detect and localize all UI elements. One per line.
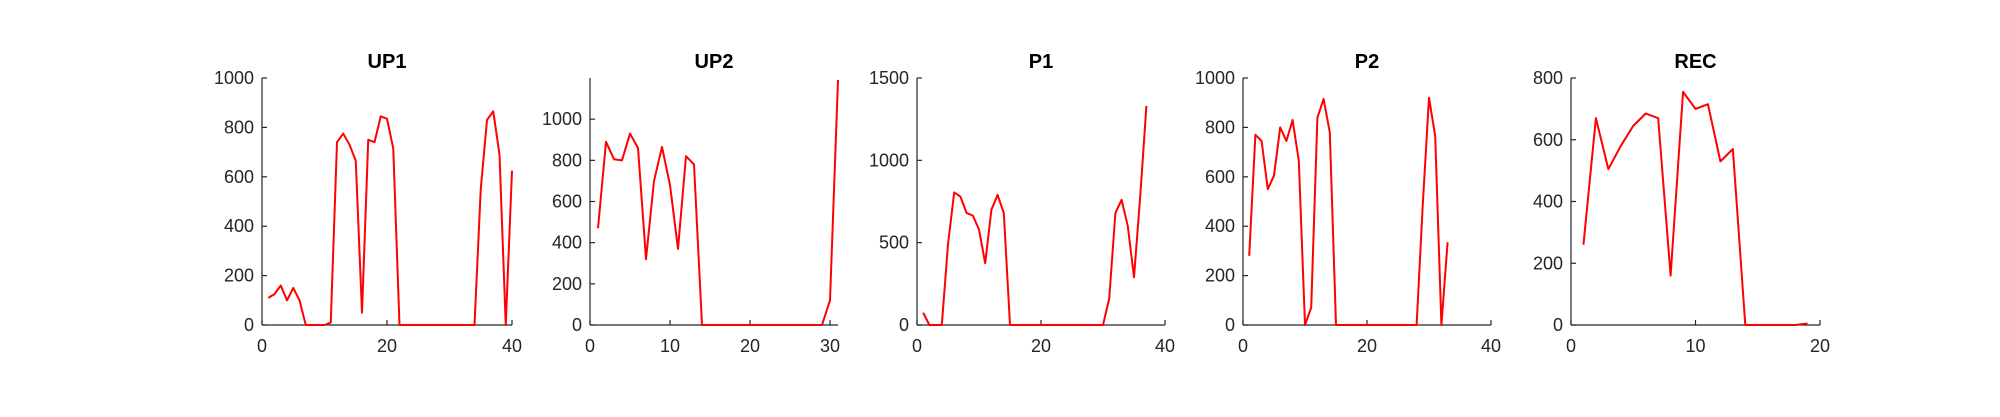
x-tick-label: 20: [1810, 336, 1830, 356]
x-tick-label: 40: [1155, 336, 1175, 356]
y-tick-label: 1000: [542, 109, 582, 129]
y-tick-label: 400: [552, 233, 582, 253]
chart-title: P2: [1355, 51, 1379, 73]
y-tick-label: 800: [1205, 117, 1235, 137]
y-tick-label: 0: [1553, 315, 1563, 335]
y-tick-label: 600: [1533, 130, 1563, 150]
chart-title: UP2: [695, 51, 734, 73]
x-tick-label: 40: [502, 336, 522, 356]
subplot-4: P2 0 200 400 600 800 1000 0 20 40: [1195, 51, 1501, 356]
y-tick-label: 0: [572, 315, 582, 335]
y-tick-label: 800: [224, 117, 254, 137]
y-tick-label: 200: [1205, 266, 1235, 286]
chart-title: P1: [1029, 51, 1053, 73]
series-line-rec: [1582, 90, 1808, 326]
y-tick-label: 1000: [869, 150, 909, 170]
x-tick-label: 20: [1357, 336, 1377, 356]
x-tick-label: 10: [1685, 336, 1705, 356]
x-tick-label: 20: [1031, 336, 1051, 356]
y-tick-label: 400: [1205, 216, 1235, 236]
y-tick-label: 800: [552, 150, 582, 170]
x-tick-label: 0: [912, 336, 922, 356]
y-tick-label: 0: [244, 315, 254, 335]
subplot-2: UP2 0 200 400 600 800 1000 0 10 20 30: [542, 51, 840, 356]
series-line-up1: [267, 110, 513, 326]
series-line-p1: [922, 105, 1148, 326]
x-tick-label: 0: [1238, 336, 1248, 356]
chart-title: UP1: [368, 51, 407, 73]
y-tick-label: 600: [552, 192, 582, 212]
x-tick-label: 10: [660, 336, 680, 356]
y-tick-label: 400: [224, 216, 254, 236]
series-line-up2: [597, 80, 839, 326]
y-tick-label: 0: [1225, 315, 1235, 335]
series-line-p2: [1248, 96, 1449, 326]
y-tick-label: 0: [899, 315, 909, 335]
chart-title: REC: [1674, 51, 1716, 73]
y-tick-label: 1000: [214, 68, 254, 88]
y-tick-label: 600: [1205, 167, 1235, 187]
x-tick-label: 40: [1481, 336, 1501, 356]
x-tick-label: 0: [257, 336, 267, 356]
x-tick-label: 20: [377, 336, 397, 356]
y-tick-label: 1500: [869, 68, 909, 88]
y-tick-label: 500: [879, 233, 909, 253]
x-tick-label: 20: [740, 336, 760, 356]
y-tick-label: 400: [1533, 192, 1563, 212]
y-tick-label: 200: [1533, 253, 1563, 273]
x-tick-label: 0: [585, 336, 595, 356]
subplot-1: UP1 0 200 400 600 800 1000 0 20 40: [214, 51, 522, 356]
y-tick-label: 1000: [1195, 68, 1235, 88]
y-tick-label: 800: [1533, 68, 1563, 88]
x-tick-label: 0: [1566, 336, 1576, 356]
subplot-5: REC 0 200 400 600 800 0 10 20: [1533, 51, 1830, 356]
x-tick-label: 30: [820, 336, 840, 356]
y-tick-label: 200: [552, 274, 582, 294]
subplot-3: P1 0 500 1000 1500 0 20 40: [869, 51, 1175, 356]
y-tick-label: 600: [224, 167, 254, 187]
y-tick-label: 200: [224, 266, 254, 286]
